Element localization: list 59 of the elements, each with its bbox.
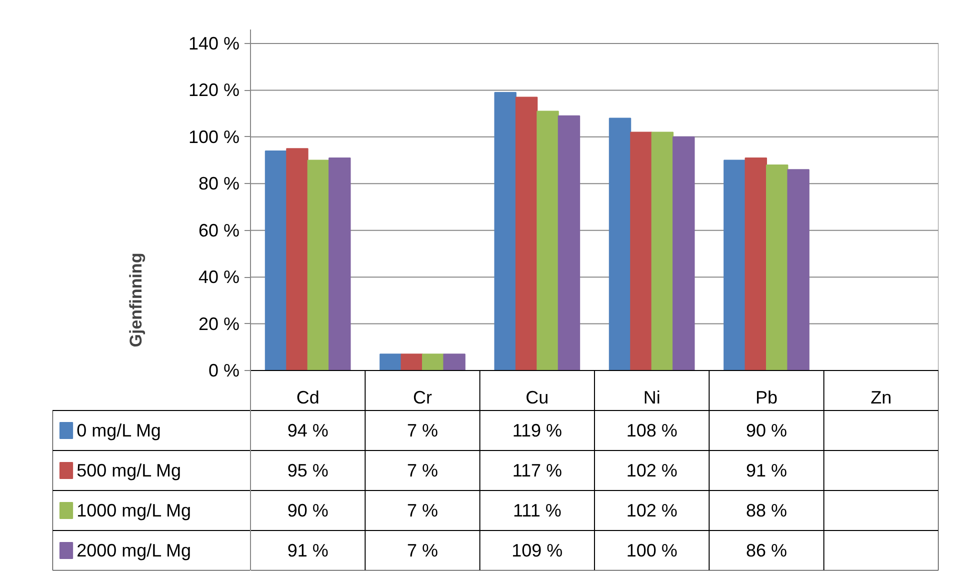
bar <box>724 160 746 371</box>
bar <box>307 160 330 371</box>
bar <box>672 136 695 371</box>
bar <box>422 354 444 371</box>
y-tick-label: 140 % <box>188 34 240 54</box>
data-label: 7 % <box>406 420 438 440</box>
data-label: 7 % <box>406 500 438 520</box>
data-label: 91 % <box>287 540 328 560</box>
bar <box>536 110 559 371</box>
bar <box>766 164 788 371</box>
data-label: 88 % <box>746 500 788 520</box>
bar <box>494 92 516 371</box>
bar <box>264 150 288 371</box>
bar <box>744 157 767 371</box>
bar <box>286 148 308 371</box>
y-axis-title: Gjenfinning <box>126 252 146 348</box>
x-tick-label: Pb <box>755 388 778 408</box>
x-tick-label: Cr <box>413 388 432 408</box>
bar <box>515 96 538 371</box>
x-tick-label: Cd <box>296 388 320 408</box>
y-tick-label: 60 % <box>198 220 240 240</box>
x-tick-label: Ni <box>643 388 660 408</box>
data-label: 7 % <box>406 460 438 480</box>
data-label: 109 % <box>512 540 563 560</box>
legend-label: 1000 mg/L Mg <box>76 500 191 520</box>
data-label: 90 % <box>287 500 328 520</box>
data-label: 119 % <box>512 420 562 440</box>
data-label: 100 % <box>626 540 678 560</box>
data-label: 102 % <box>626 460 678 480</box>
data-label: 86 % <box>746 540 788 560</box>
bar <box>608 118 632 371</box>
y-tick-label: 100 % <box>188 126 240 147</box>
legend-label: 0 mg/L Mg <box>76 420 161 440</box>
bar <box>380 354 402 371</box>
data-label: 95 % <box>287 460 328 480</box>
y-tick-label: 80 % <box>198 174 240 194</box>
y-tick-label: 0 % <box>208 360 240 380</box>
bar <box>787 169 810 371</box>
data-label: 117 % <box>512 460 562 480</box>
data-label: 91 % <box>746 460 788 480</box>
data-label: 111 % <box>512 500 562 520</box>
x-tick-label: Cu <box>526 388 549 408</box>
data-label: 102 % <box>626 500 678 520</box>
data-label: 94 % <box>287 420 328 440</box>
data-label: 90 % <box>746 420 788 440</box>
bar <box>630 132 652 371</box>
y-tick-label: 20 % <box>198 314 240 334</box>
legend-label: 2000 mg/L Mg <box>76 540 191 560</box>
y-tick-label: 40 % <box>198 267 240 288</box>
bar <box>400 354 423 371</box>
data-label: 108 % <box>626 420 678 440</box>
data-label: 7 % <box>406 540 438 560</box>
bar <box>558 115 580 371</box>
bar <box>651 132 674 371</box>
bar <box>328 157 351 371</box>
x-tick-label: Zn <box>870 388 892 408</box>
bar <box>443 354 466 371</box>
legend-label: 500 mg/L Mg <box>76 460 181 480</box>
y-tick-label: 120 % <box>188 80 240 100</box>
